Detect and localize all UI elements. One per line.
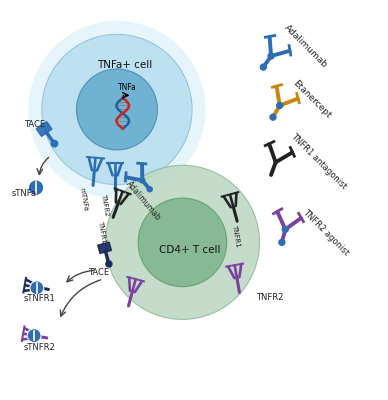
Text: sTNFR2: sTNFR2 [23, 343, 55, 352]
Text: TACE: TACE [24, 120, 45, 129]
Text: CD4+ T cell: CD4+ T cell [159, 245, 221, 255]
Text: TNFR2: TNFR2 [100, 193, 109, 216]
Text: TNFa+ cell: TNFa+ cell [97, 60, 152, 70]
Text: TNFR1 antagonist: TNFR1 antagonist [289, 132, 349, 191]
Circle shape [268, 53, 274, 59]
Text: sTNFa: sTNFa [12, 188, 37, 198]
Circle shape [106, 261, 112, 267]
Text: TNFR1: TNFR1 [232, 224, 241, 247]
Circle shape [260, 64, 266, 70]
Text: mTNFa: mTNFa [78, 187, 88, 212]
Circle shape [147, 187, 152, 192]
Circle shape [282, 226, 288, 232]
Circle shape [28, 21, 206, 198]
Text: TNFR1: TNFR1 [97, 220, 106, 243]
Circle shape [76, 69, 158, 150]
Text: Etanercept: Etanercept [291, 79, 333, 120]
Circle shape [27, 329, 41, 342]
Text: TNFa: TNFa [118, 83, 137, 92]
Circle shape [28, 180, 44, 195]
Text: TACE: TACE [88, 268, 109, 277]
Text: Adalimumab: Adalimumab [282, 22, 329, 69]
Circle shape [279, 240, 285, 245]
Text: sTNFR1: sTNFR1 [23, 294, 55, 303]
Circle shape [277, 102, 283, 108]
Text: TNFR2: TNFR2 [256, 292, 283, 302]
Polygon shape [36, 122, 52, 136]
Circle shape [138, 198, 227, 287]
Text: Adalimumab: Adalimumab [125, 179, 163, 222]
Circle shape [106, 165, 260, 320]
Circle shape [42, 34, 192, 184]
Circle shape [140, 178, 145, 183]
Circle shape [30, 281, 44, 295]
Text: TNFR2 agonist: TNFR2 agonist [301, 208, 351, 258]
Circle shape [51, 140, 58, 147]
Circle shape [270, 114, 276, 120]
Polygon shape [98, 242, 111, 254]
